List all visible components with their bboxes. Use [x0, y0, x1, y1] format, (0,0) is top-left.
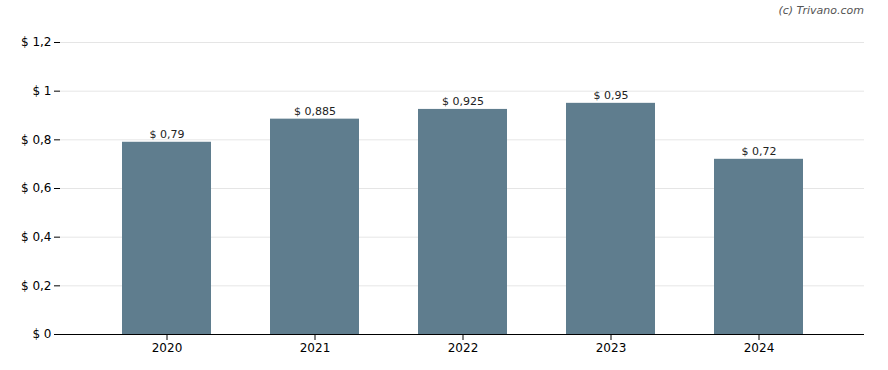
svg-text:$ 0,8: $ 0,8 [21, 133, 52, 147]
svg-text:$ 0: $ 0 [32, 327, 51, 341]
svg-text:2021: 2021 [300, 341, 331, 355]
svg-text:$ 0,885: $ 0,885 [294, 105, 336, 118]
svg-text:2024: 2024 [744, 341, 775, 355]
svg-text:$ 0,79: $ 0,79 [150, 128, 185, 141]
svg-text:2020: 2020 [152, 341, 183, 355]
svg-text:2022: 2022 [448, 341, 479, 355]
svg-text:$ 0,2: $ 0,2 [21, 279, 52, 293]
svg-text:$ 0,95: $ 0,95 [594, 89, 629, 102]
svg-text:$ 0,6: $ 0,6 [21, 181, 52, 195]
svg-text:$ 1,2: $ 1,2 [21, 35, 52, 49]
html-text:(c) Trivano.com: (c) Trivano.com [778, 4, 864, 17]
svg-text:2023: 2023 [596, 341, 627, 355]
svg-text:$ 0,925: $ 0,925 [442, 95, 484, 108]
svg-text:$ 0,72: $ 0,72 [742, 145, 777, 158]
svg-text:$ 0,4: $ 0,4 [21, 230, 52, 244]
svg-text:$ 1: $ 1 [32, 84, 51, 98]
